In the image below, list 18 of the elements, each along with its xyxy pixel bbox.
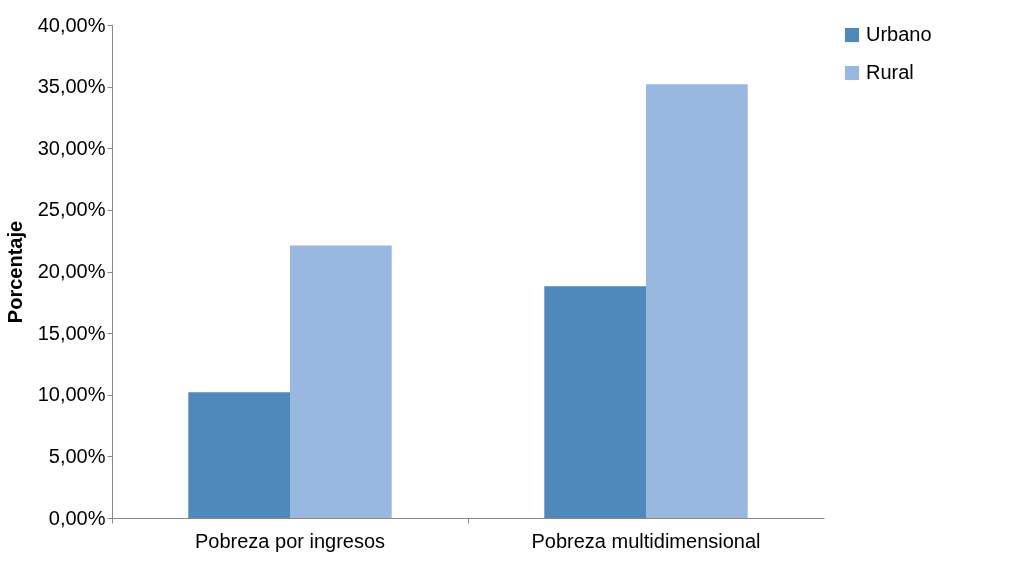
y-tick-label: 25,00%	[37, 198, 106, 221]
y-tick-label: 5,00%	[48, 444, 106, 467]
y-axis-title: Porcentaje	[3, 220, 26, 324]
y-tick-label: 20,00%	[37, 260, 106, 282]
y-tick-label: 15,00%	[37, 321, 106, 344]
x-tick-label: Pobreza por ingresos	[194, 529, 386, 552]
bar	[290, 245, 392, 518]
y-tick-label: 35,00%	[37, 75, 106, 98]
x-tick-label: Pobreza multidimensional	[531, 529, 761, 552]
y-tick-label: 30,00%	[37, 136, 106, 159]
legend-label: Rural	[866, 61, 914, 83]
bar	[188, 392, 290, 518]
y-tick-label: 40,00%	[37, 13, 106, 36]
y-tick-label: 10,00%	[37, 383, 106, 406]
bar	[646, 84, 748, 518]
y-tick-label: 0,00%	[48, 506, 106, 529]
legend-label: Urbano	[866, 23, 932, 45]
bar	[544, 286, 646, 518]
